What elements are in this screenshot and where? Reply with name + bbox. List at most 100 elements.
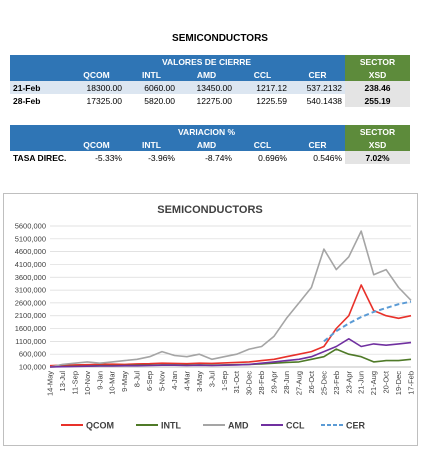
- x-tick-label: 26-Oct: [307, 370, 316, 393]
- table-cell: QCOM: [68, 138, 125, 151]
- x-tick-label: 28-Jun: [282, 371, 291, 394]
- chart: SEMICONDUCTORS 100,000 600,000 1100,000 160…: [3, 193, 418, 446]
- y-tick-label: 600,000: [19, 350, 46, 359]
- table-cell: QCOM: [68, 68, 125, 81]
- table-cell: 28-Feb: [13, 95, 41, 106]
- table-cell: VARIACION %: [68, 125, 346, 138]
- x-tick-label: 3-May: [195, 371, 204, 392]
- table-row: TASA DIREC. -5.33% -3.96% -8.74% 0.696% 0.546…: [10, 151, 411, 164]
- x-tick-label: 21-Jun: [357, 371, 366, 394]
- table-row: QCOM INTL AMD CCL CER XSD: [10, 138, 411, 151]
- table-cell: 7.02%: [345, 151, 411, 164]
- table-cell: CER: [290, 138, 346, 151]
- variation-table: VARIACION % SECTOR QCOM INTL AMD CCL CER XSD TAS…: [10, 125, 411, 164]
- x-tick-label: 9-Jan: [95, 371, 104, 390]
- table-cell: 540.1438: [306, 95, 343, 106]
- x-tick-label: 4-Jan: [170, 371, 179, 390]
- x-tick-label: 27-Aug: [294, 371, 303, 395]
- table-cell: VALORES DE CIERRE: [68, 55, 346, 68]
- y-tick-label: 1100,000: [15, 337, 46, 346]
- table-row: QCOM INTL AMD CCL CER XSD: [10, 68, 411, 81]
- table-cell: CER: [290, 68, 346, 81]
- legend-label: QCOM: [86, 421, 114, 431]
- legend-label: AMD: [228, 421, 249, 431]
- table-cell: 1225.59: [256, 95, 287, 106]
- table-cell: SECTOR: [345, 55, 411, 68]
- x-tick-label: 31-Oct: [232, 370, 241, 393]
- x-tick-label: 11-Sep: [70, 371, 79, 395]
- table-row: VALORES DE CIERRE SECTOR: [10, 55, 411, 68]
- x-tick-label: 10-Nov: [83, 371, 92, 395]
- table-cell: 5820.00: [144, 95, 175, 106]
- x-tick-label: 19-Dec: [394, 371, 403, 395]
- table-cell: 21-Feb: [10, 81, 68, 94]
- x-tick-label: 17-Feb: [407, 371, 416, 395]
- y-tick-label: 4100,000: [15, 260, 46, 269]
- table-cell: 238.46: [345, 81, 411, 94]
- table-cell: SECTOR: [345, 125, 411, 138]
- chart-frame: [3, 193, 418, 446]
- table-cell: XSD: [345, 138, 411, 151]
- y-tick-label: 3100,000: [15, 286, 46, 295]
- x-tick-label: 14-May: [46, 371, 55, 396]
- y-tick-label: 1600,000: [15, 324, 46, 333]
- x-tick-label: 5-Nov: [158, 371, 167, 391]
- table-cell: 18300.00: [68, 81, 125, 94]
- y-tick-label: 4600,000: [15, 247, 46, 256]
- table-row: VARIACION % SECTOR: [10, 125, 411, 138]
- legend-label: CCL: [286, 421, 305, 431]
- table-cell: CCL: [235, 138, 290, 151]
- legend-label: CER: [346, 421, 366, 431]
- series-line: [49, 230, 412, 368]
- table-cell: -3.96%: [148, 152, 175, 163]
- table-cell: 17325.00: [86, 95, 122, 106]
- x-tick-label: 23-Feb: [332, 371, 341, 395]
- table-row: 28-Feb 17325.00 5820.00 12275.00 1225.59 540.…: [10, 94, 411, 107]
- blank-cell: [10, 138, 68, 151]
- table-cell: 1217.12: [235, 81, 290, 94]
- table-cell: 6060.00: [125, 81, 178, 94]
- table-cell: -5.33%: [95, 152, 122, 163]
- x-tick-label: 4-Mar: [182, 371, 191, 391]
- y-tick-label: 2100,000: [15, 311, 46, 320]
- chart-title: SEMICONDUCTORS: [157, 204, 263, 216]
- table-cell: AMD: [178, 68, 235, 81]
- table-cell: INTL: [125, 138, 178, 151]
- table-cell: 0.546%: [313, 152, 343, 163]
- table-cell: 12275.00: [196, 95, 232, 106]
- x-tick-label: 6-Sep: [145, 371, 154, 391]
- y-tick-label: 5100,000: [15, 234, 46, 243]
- x-tick-label: 1-Sep: [220, 371, 229, 391]
- blank-cell: [10, 68, 68, 81]
- x-tick-label: 28-Feb: [257, 371, 266, 395]
- blank-cell: [10, 125, 68, 138]
- table-row: 21-Feb 18300.00 6060.00 13450.00 1217.12 537.…: [10, 81, 411, 94]
- series-line: [49, 338, 412, 368]
- table-cell: CCL: [235, 68, 290, 81]
- blank-cell: [10, 55, 68, 68]
- table-cell: 13450.00: [178, 81, 235, 94]
- x-tick-label: 25-Dec: [319, 371, 328, 395]
- y-tick-label: 5600,000: [15, 222, 46, 231]
- table-cell: XSD: [345, 68, 411, 81]
- table-cell: AMD: [178, 138, 235, 151]
- x-tick-label: 9-May: [120, 371, 129, 392]
- x-tick-label: 23-Apr: [344, 371, 353, 394]
- table-cell: TASA DIREC.: [13, 152, 67, 163]
- page-title: SEMICONDUCTORS: [172, 33, 268, 44]
- table-cell: -8.74%: [205, 152, 232, 163]
- table-cell: 537.2132: [290, 81, 346, 94]
- closing-table: VALORES DE CIERRE SECTOR QCOM INTL AMD CCL CER…: [10, 55, 411, 107]
- x-tick-label: 30-Dec: [245, 371, 254, 395]
- table-cell: 255.19: [345, 94, 411, 107]
- table-cell: 0.696%: [258, 152, 287, 163]
- x-tick-label: 3-Jul: [207, 371, 216, 388]
- series-line: [49, 284, 412, 367]
- x-tick-label: 20-Oct: [382, 370, 391, 393]
- x-tick-label: 10-Mar: [108, 371, 117, 395]
- x-tick-label: 8-Jul: [133, 371, 142, 388]
- y-tick-label: 100,000: [19, 363, 46, 372]
- table-cell: INTL: [125, 68, 178, 81]
- x-tick-label: 21-Aug: [369, 371, 378, 395]
